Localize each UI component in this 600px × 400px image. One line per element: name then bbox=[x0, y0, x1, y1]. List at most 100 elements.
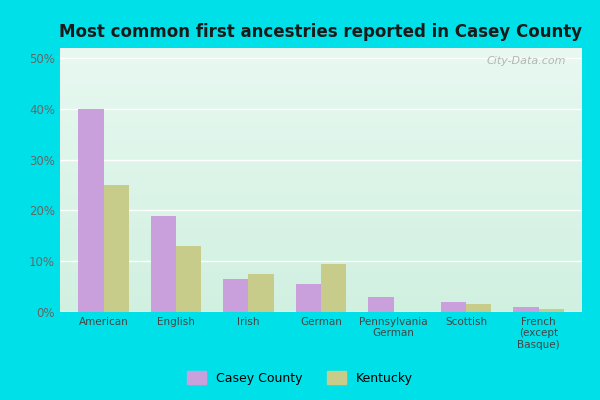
Bar bbox=[60, 136, 582, 138]
Bar bbox=[60, 70, 582, 72]
Bar bbox=[539, 310, 564, 312]
Bar bbox=[60, 250, 582, 251]
Bar bbox=[60, 56, 582, 57]
Bar bbox=[296, 284, 321, 312]
Bar bbox=[60, 296, 582, 298]
Bar bbox=[60, 104, 582, 105]
Bar bbox=[60, 188, 582, 189]
Bar bbox=[60, 138, 582, 139]
Bar bbox=[60, 139, 582, 140]
Bar bbox=[60, 217, 582, 218]
Bar bbox=[60, 254, 582, 255]
Bar bbox=[60, 292, 582, 294]
Bar bbox=[60, 246, 582, 247]
Bar bbox=[60, 124, 582, 126]
Bar bbox=[60, 268, 582, 270]
Bar bbox=[321, 264, 346, 312]
Bar bbox=[60, 144, 582, 146]
Bar bbox=[60, 78, 582, 80]
Bar bbox=[60, 267, 582, 268]
Bar bbox=[60, 234, 582, 236]
Bar bbox=[60, 152, 582, 154]
Bar bbox=[60, 168, 582, 170]
Bar bbox=[60, 210, 582, 212]
Bar bbox=[60, 171, 582, 172]
Bar bbox=[60, 271, 582, 272]
Bar bbox=[60, 122, 582, 123]
Bar bbox=[60, 278, 582, 279]
Bar bbox=[60, 126, 582, 127]
Bar bbox=[60, 121, 582, 122]
Bar bbox=[60, 106, 582, 107]
Bar bbox=[60, 299, 582, 300]
Bar bbox=[60, 236, 582, 237]
Bar bbox=[60, 58, 582, 60]
Bar bbox=[60, 179, 582, 180]
Bar bbox=[60, 146, 582, 147]
Bar bbox=[60, 255, 582, 256]
Bar bbox=[60, 247, 582, 249]
Bar bbox=[60, 208, 582, 209]
Bar bbox=[60, 123, 582, 124]
Bar bbox=[60, 198, 582, 200]
Bar bbox=[60, 186, 582, 188]
Bar bbox=[60, 295, 582, 296]
Bar bbox=[60, 290, 582, 291]
Bar bbox=[60, 249, 582, 250]
Bar bbox=[60, 275, 582, 276]
Text: City-Data.com: City-Data.com bbox=[487, 56, 566, 66]
Bar bbox=[60, 298, 582, 299]
Bar bbox=[60, 213, 582, 214]
Bar bbox=[60, 260, 582, 262]
Bar bbox=[60, 148, 582, 150]
Bar bbox=[60, 220, 582, 221]
Bar bbox=[60, 294, 582, 295]
Bar bbox=[60, 132, 582, 134]
Bar bbox=[60, 174, 582, 175]
Bar bbox=[60, 53, 582, 54]
Bar bbox=[60, 135, 582, 136]
Bar bbox=[60, 181, 582, 183]
Bar bbox=[60, 266, 582, 267]
Bar bbox=[60, 243, 582, 245]
Bar bbox=[513, 307, 539, 312]
Bar bbox=[60, 98, 582, 100]
Bar bbox=[60, 180, 582, 181]
Bar bbox=[60, 282, 582, 283]
Bar bbox=[60, 61, 582, 62]
Bar bbox=[60, 214, 582, 216]
Bar bbox=[60, 65, 582, 66]
Bar bbox=[60, 200, 582, 201]
Bar bbox=[60, 154, 582, 155]
Bar bbox=[60, 100, 582, 101]
Bar bbox=[60, 69, 582, 70]
Bar bbox=[60, 283, 582, 284]
Bar bbox=[60, 158, 582, 159]
Bar bbox=[60, 216, 582, 217]
Bar bbox=[60, 164, 582, 166]
Bar bbox=[60, 163, 582, 164]
Bar bbox=[60, 115, 582, 117]
Bar bbox=[60, 80, 582, 81]
Bar bbox=[60, 228, 582, 229]
Bar bbox=[60, 134, 582, 135]
Bar bbox=[60, 287, 582, 288]
Bar bbox=[60, 288, 582, 290]
Bar bbox=[60, 172, 582, 173]
Bar bbox=[60, 64, 582, 65]
Bar bbox=[60, 238, 582, 239]
Bar bbox=[60, 113, 582, 114]
Bar bbox=[60, 229, 582, 230]
Bar bbox=[60, 94, 582, 96]
Bar bbox=[60, 204, 582, 205]
Bar bbox=[60, 241, 582, 242]
Bar bbox=[60, 54, 582, 56]
Bar bbox=[60, 127, 582, 128]
Bar bbox=[60, 117, 582, 118]
Bar bbox=[60, 206, 582, 208]
Bar bbox=[60, 242, 582, 243]
Legend: Casey County, Kentucky: Casey County, Kentucky bbox=[182, 366, 418, 390]
Bar bbox=[60, 307, 582, 308]
Bar bbox=[368, 297, 394, 312]
Bar bbox=[60, 90, 582, 92]
